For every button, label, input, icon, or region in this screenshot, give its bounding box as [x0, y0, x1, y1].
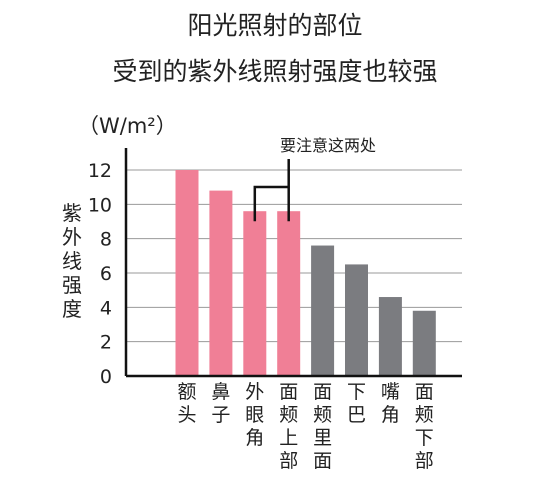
- bar-2: [209, 190, 233, 376]
- y-tick-label: 8: [100, 229, 112, 251]
- bars: [175, 170, 436, 376]
- category-label: 面颊上部: [279, 381, 298, 472]
- y-tick-label: 10: [88, 194, 112, 216]
- bar-7: [378, 297, 402, 376]
- bar-4: [277, 211, 301, 376]
- annotation: 要注意这两处: [253, 136, 376, 222]
- y-tick-label: 4: [100, 297, 112, 319]
- y-axis-unit: （W/m²）: [78, 114, 177, 138]
- bar-8: [412, 310, 436, 376]
- axes: [124, 148, 462, 378]
- bar-1: [175, 170, 199, 376]
- bar-6: [345, 264, 368, 376]
- chart-title-line-2: 受到的紫外线照射强度也较强: [112, 57, 437, 86]
- bar-3: [243, 211, 267, 376]
- category-label: 鼻子: [211, 381, 230, 426]
- category-label: 下巴: [347, 381, 366, 426]
- category-label: 外眼角: [245, 381, 264, 449]
- category-label: 面颊下部: [415, 381, 434, 472]
- chart-title-line-1: 阳光照射的部位: [187, 11, 362, 40]
- annotation-text: 要注意这两处: [280, 136, 376, 155]
- bar-5: [311, 245, 335, 376]
- y-tick-label: 0: [100, 366, 112, 388]
- category-label: 面颊里面: [313, 381, 332, 472]
- y-axis-title: 紫外线强度: [62, 201, 82, 321]
- category-label: 嘴角: [381, 381, 400, 426]
- y-tick-label: 12: [88, 160, 112, 182]
- annotation-bracket: [253, 159, 290, 222]
- y-tick-label: 2: [100, 332, 112, 354]
- y-tick-labels: 0 2 4 6 8 10 12: [88, 160, 112, 388]
- y-tick-label: 6: [100, 263, 112, 285]
- y-axis-label: 紫外线强度: [62, 201, 82, 321]
- category-label: 额头: [177, 381, 196, 426]
